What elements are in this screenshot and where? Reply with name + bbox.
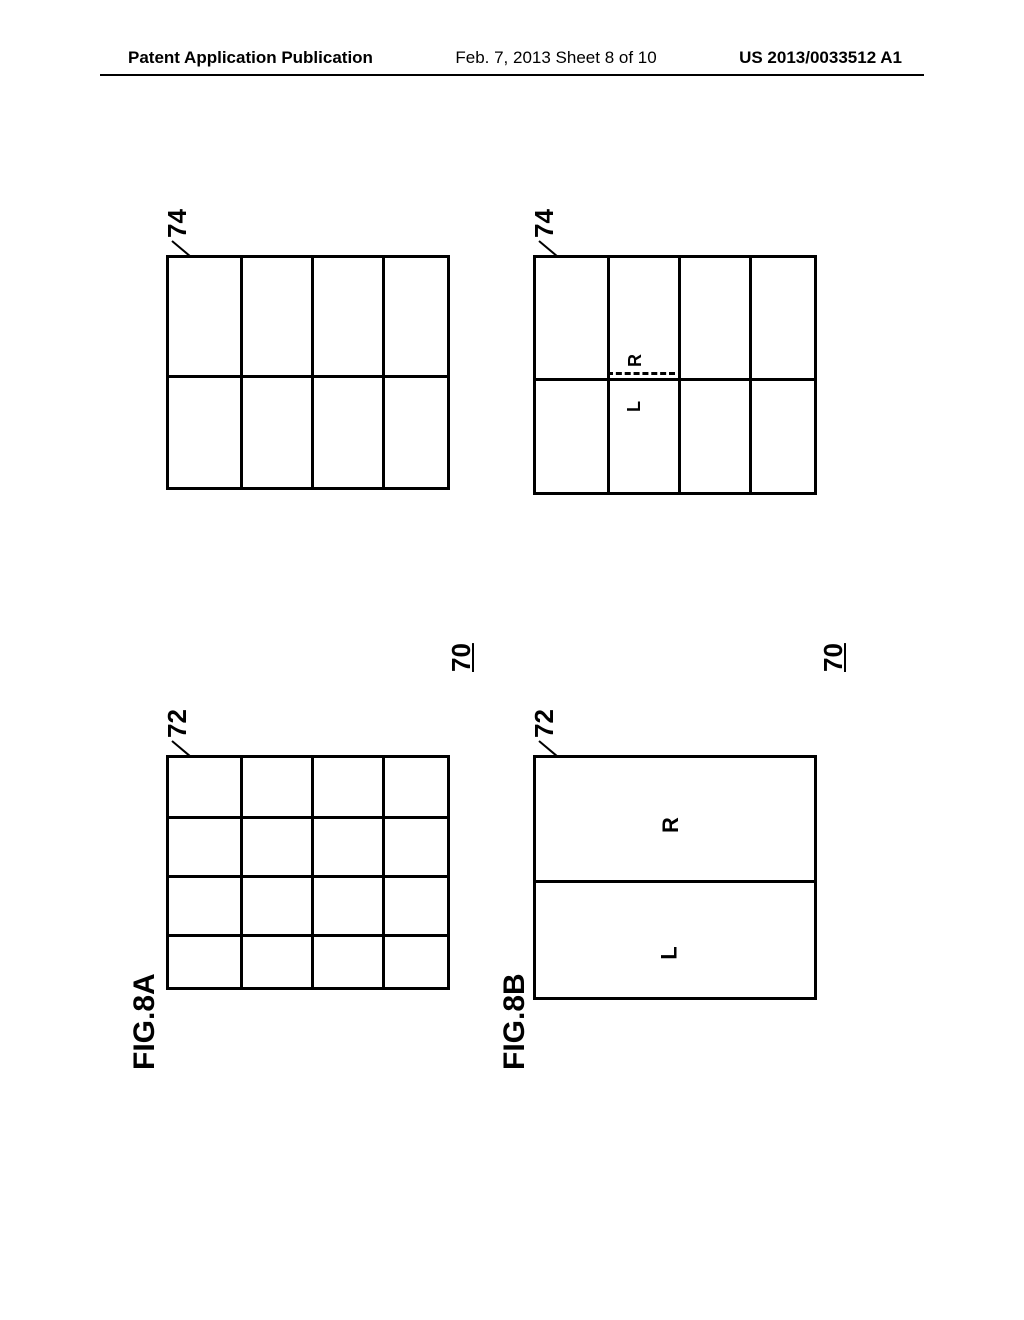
grid-line <box>311 258 314 487</box>
grid-line <box>607 258 610 492</box>
letter-R-72: R <box>658 817 684 833</box>
ref-70-a: 70 <box>446 643 477 672</box>
ref-70-b: 70 <box>818 643 849 672</box>
grid-line <box>311 758 314 987</box>
grid-line <box>240 758 243 987</box>
header-rule <box>100 74 924 76</box>
fig8b-label: FIG.8B <box>498 973 532 1070</box>
letter-L-72: L <box>657 946 683 959</box>
letter-R-74: R <box>625 354 646 367</box>
grid-line <box>382 258 385 487</box>
grid-8b-74 <box>533 255 817 495</box>
ref-74-a: 74 <box>162 209 193 238</box>
grid-8b-72 <box>533 755 817 1000</box>
grid-line <box>382 758 385 987</box>
patent-header: Patent Application Publication Feb. 7, 2… <box>0 48 1024 68</box>
grid-8a-74 <box>166 255 450 490</box>
grid-8a-72 <box>166 755 450 990</box>
ref-74-b: 74 <box>529 209 560 238</box>
grid-line <box>536 378 814 381</box>
grid-line <box>169 375 447 378</box>
letter-L-74: L <box>624 401 645 412</box>
grid-line <box>240 258 243 487</box>
ref-72-a: 72 <box>162 709 193 738</box>
grid-line <box>749 258 752 492</box>
grid-line <box>536 880 814 883</box>
header-left: Patent Application Publication <box>128 48 373 68</box>
grid-line <box>169 875 447 878</box>
dashed-divider <box>607 372 675 375</box>
fig8a-label: FIG.8A <box>128 973 162 1070</box>
header-center: Feb. 7, 2013 Sheet 8 of 10 <box>455 48 656 68</box>
figure-area: FIG.8A FIG.8B 72 74 70 L R 72 L R 74 <box>128 200 888 1140</box>
grid-line <box>678 258 681 492</box>
grid-line <box>169 816 447 819</box>
header-right: US 2013/0033512 A1 <box>739 48 902 68</box>
grid-line <box>169 934 447 937</box>
ref-72-b: 72 <box>529 709 560 738</box>
